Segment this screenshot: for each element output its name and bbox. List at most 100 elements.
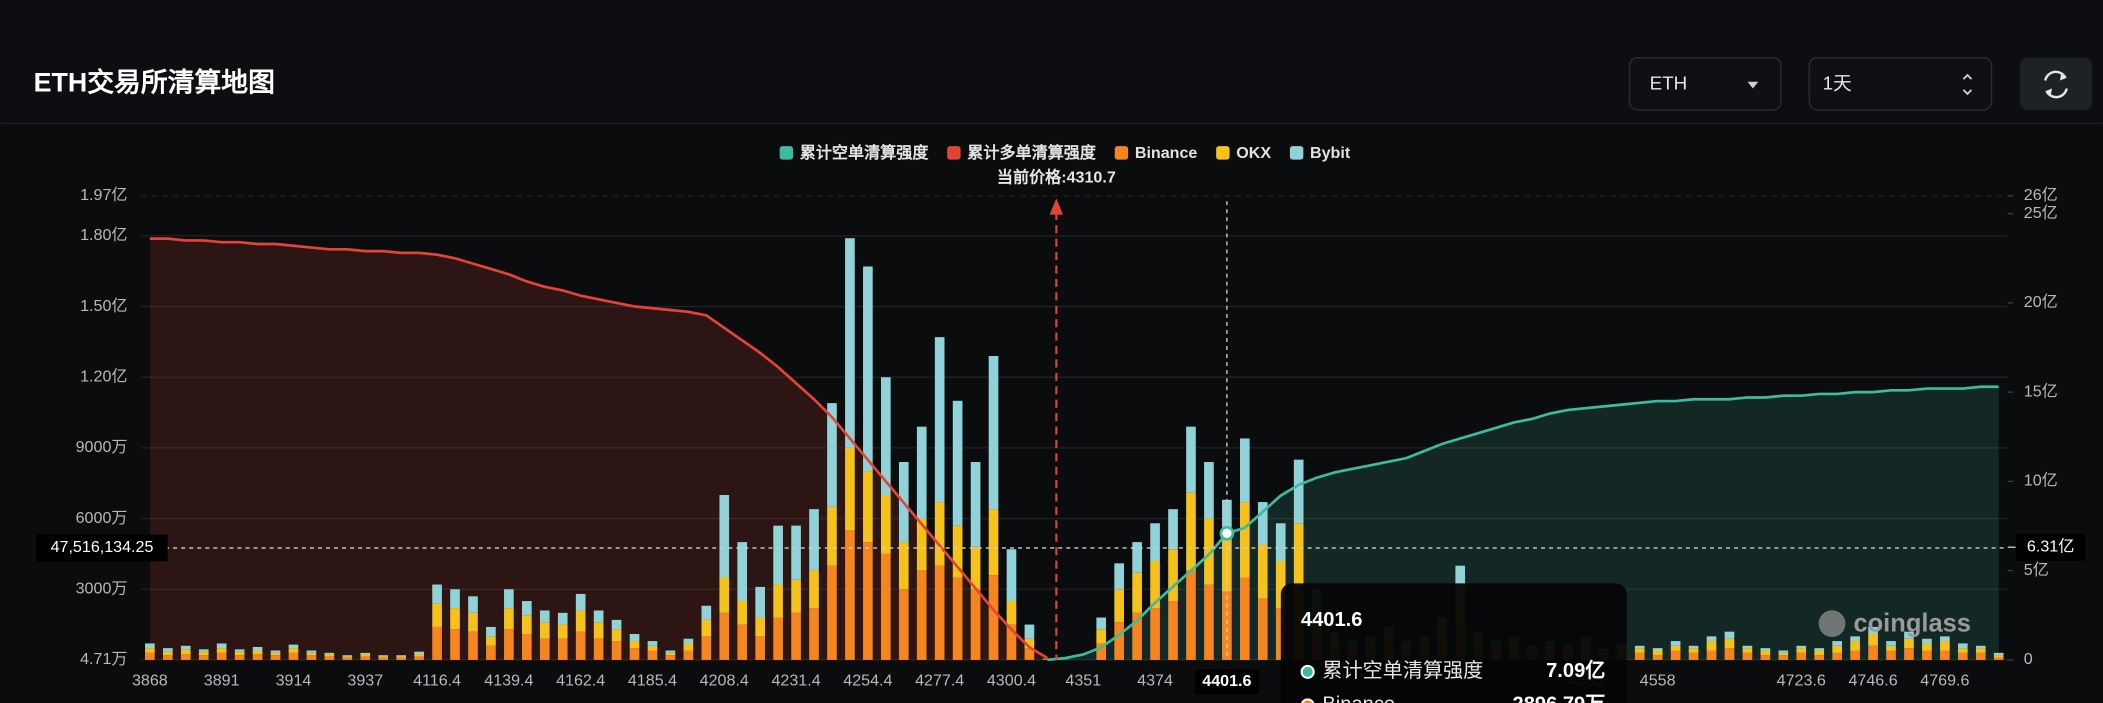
bar <box>1168 601 1178 660</box>
bar <box>1222 499 1232 540</box>
symbol-select[interactable]: ETH <box>1628 56 1782 111</box>
y2-tick-label: 5亿 <box>2024 561 2049 579</box>
bar <box>1257 598 1268 660</box>
y2-tick-label: 0 <box>2024 650 2033 668</box>
bar <box>1688 645 1699 649</box>
bar <box>1150 560 1160 609</box>
bar <box>773 617 783 660</box>
bar <box>360 654 371 657</box>
bar <box>1742 648 1753 653</box>
bar <box>1922 643 1932 651</box>
bar <box>593 622 604 639</box>
bar <box>521 601 532 616</box>
bar <box>791 612 801 660</box>
legend-label: OKX <box>1236 144 1271 162</box>
bar <box>1634 652 1645 660</box>
bar <box>1832 645 1843 653</box>
bar <box>1275 560 1286 609</box>
bar <box>1168 549 1178 602</box>
tooltip-name: 累计空单清算强度 <box>1322 659 1483 682</box>
bar <box>647 641 658 646</box>
line-layer <box>149 237 1999 662</box>
button-box[interactable] <box>2019 57 2093 110</box>
x-tick-label: 3937 <box>347 672 383 690</box>
line <box>1047 385 1999 662</box>
bar <box>1796 648 1807 653</box>
bar <box>486 626 496 637</box>
bar <box>1455 565 1466 602</box>
bar <box>180 654 191 660</box>
bar <box>145 643 155 649</box>
bar <box>468 612 478 632</box>
legend-label: 累计空单清算强度 <box>800 143 930 162</box>
bar <box>234 649 245 652</box>
tooltip-value: 2896.79万 <box>1513 694 1606 703</box>
bar <box>1993 657 2004 660</box>
tooltip-name: Binance <box>1322 694 1395 703</box>
bar <box>1814 648 1825 651</box>
bar <box>252 650 263 655</box>
bar <box>1114 622 1125 660</box>
bar <box>1239 577 1250 660</box>
bar <box>162 651 173 656</box>
bar <box>827 506 837 566</box>
bar <box>1204 462 1214 519</box>
tooltip-swatch <box>1300 664 1315 679</box>
bar <box>486 636 496 646</box>
bar <box>450 608 460 630</box>
x-tick-label: 4208.4 <box>700 672 749 690</box>
bar <box>988 356 999 510</box>
bar <box>1670 645 1681 651</box>
bar <box>396 656 407 658</box>
select-box[interactable] <box>1808 56 1993 111</box>
bar <box>162 655 173 660</box>
period-select[interactable]: 1天 <box>1808 56 1993 111</box>
bar <box>970 462 981 547</box>
bar <box>378 656 389 658</box>
bar <box>1868 626 1878 635</box>
bar <box>1886 650 1896 660</box>
bar <box>809 608 819 660</box>
x-tick-label: 4231.4 <box>771 672 820 690</box>
bar <box>450 589 460 609</box>
y-tick-label: 4.71万 <box>80 650 127 668</box>
bar <box>916 518 927 571</box>
bar <box>180 645 191 650</box>
tooltip-title: 4401.6 <box>1301 609 1363 631</box>
bar <box>1724 638 1735 649</box>
select-box[interactable] <box>1628 56 1782 111</box>
bar <box>521 634 532 660</box>
bar <box>719 495 730 578</box>
bar <box>504 608 514 630</box>
refresh-arrowheads <box>2045 72 2067 97</box>
bar <box>396 655 407 657</box>
bar <box>468 596 478 613</box>
bar <box>145 648 155 653</box>
select-text[interactable]: ETH <box>1650 72 1688 93</box>
crosshair-y-box <box>36 534 168 562</box>
x-tick-label: 4162.4 <box>556 672 605 690</box>
bar <box>1096 617 1107 630</box>
bar <box>737 601 748 625</box>
bar <box>432 603 442 627</box>
bar <box>809 570 819 609</box>
bar <box>863 471 873 543</box>
bar <box>396 657 407 660</box>
bar <box>1886 641 1896 646</box>
line <box>149 237 1049 660</box>
bar <box>575 631 586 660</box>
bar <box>1132 542 1142 573</box>
bar <box>809 509 819 571</box>
y-tick-label: 6000万 <box>76 509 128 527</box>
bar <box>1024 638 1035 649</box>
bar <box>988 509 999 576</box>
bar <box>288 648 299 653</box>
refresh-button[interactable] <box>2019 57 2093 110</box>
bar <box>1239 502 1250 578</box>
bar <box>252 654 263 660</box>
bar <box>1850 641 1860 651</box>
crosshair-y2-box <box>2015 533 2086 561</box>
bar <box>432 584 442 604</box>
bar <box>683 650 694 660</box>
select-text[interactable]: 1天 <box>1823 72 1852 93</box>
